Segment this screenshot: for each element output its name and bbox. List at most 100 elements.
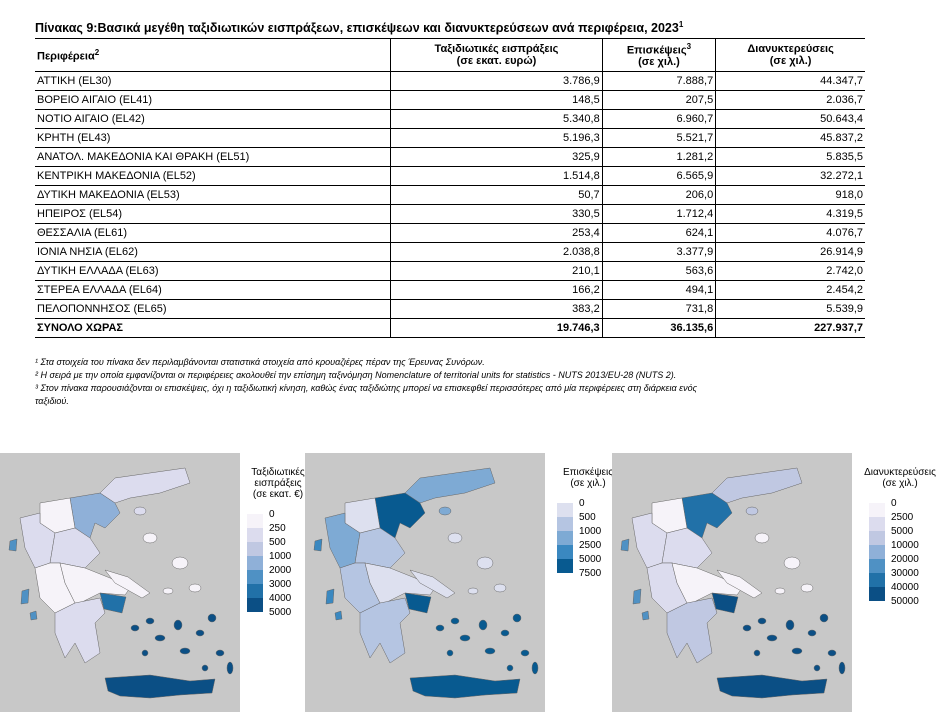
cell: 7.888,7 [601,71,716,91]
cell: 5.539,9 [715,299,865,319]
row: ΑΝΑΤΟΛ. ΜΑΚΕΔΟΝΙΑ ΚΑΙ ΘΡΑΚΗ (EL51) 325,9 1… [35,147,865,167]
cell: 5.521,7 [601,128,716,148]
region [54,597,106,664]
footnotes: ¹ Στα στοιχεία του πίνακα δεν περιλαμβάν… [35,356,697,408]
cell: 494,1 [601,280,716,300]
legend-swatch [557,545,573,559]
cell: 918,0 [715,185,865,205]
region [711,467,803,516]
legend-label: 20000 [891,554,919,565]
region [404,592,432,614]
legend-label: 30000 [891,568,919,579]
cell: 253,4 [390,223,603,243]
cell: 1.514,8 [390,166,603,186]
region [716,674,828,699]
title-sup: 1 [678,20,684,29]
cell: 325,9 [390,147,603,167]
region [742,613,846,675]
map [620,467,846,699]
region [404,467,496,516]
cell: 2.742,0 [715,261,865,281]
region [8,538,38,621]
row: ΚΕΝΤΡΙΚΗ ΜΑΚΕΔΟΝΙΑ (EL52) 1.514,8 6.565,9 3… [35,166,865,186]
cell: 2.036,7 [715,90,865,110]
cell: 206,0 [601,185,716,205]
legend-swatch [869,545,885,559]
cell: 2.038,8 [390,242,603,262]
cell: ΚΡΗΤΗ (EL43) [35,128,391,148]
cell: ΝΟΤΙΟ ΑΙΓΑΙΟ (EL42) [35,109,391,129]
cell: 6.565,9 [601,166,716,186]
region [130,613,234,675]
cell: 624,1 [601,223,716,243]
cell: 5.340,8 [390,109,603,129]
cell: ΔΥΤΙΚΗ ΕΛΛΑΔΑ (EL63) [35,261,391,281]
legend-label: 0 [269,509,275,520]
row: ΠΕΛΟΠΟΝΝΗΣΟΣ (EL65) 383,2 731,8 5.539,9 [35,299,865,319]
cell: ΙΟΝΙΑ ΝΗΣΙΑ (EL62) [35,242,391,262]
legend-swatch [557,559,573,573]
legend-title: Ταξιδιωτικές [251,466,305,478]
row: ΙΟΝΙΑ ΝΗΣΙΑ (EL62) 2.038,8 3.377,9 26.914,9 [35,242,865,262]
cell: 210,1 [390,261,603,281]
legend-swatch [247,598,263,612]
cell: 2.454,2 [715,280,865,300]
cell: 4.076,7 [715,223,865,243]
header-cell: Περιφέρεια2 [35,38,391,72]
cell: 3.786,9 [390,71,603,91]
legend-title: Διανυκτερεύσεις [864,466,936,478]
cell: 36.135,6 [601,318,716,338]
footnote: ³ Στον πίνακα παρουσιάζονται οι επισκέψε… [35,383,697,393]
region [754,532,814,595]
region [142,532,202,595]
legend-swatch [869,587,885,601]
cell: 207,5 [601,90,716,110]
legend-label: 2500 [891,512,914,523]
header-text: (σε χιλ.) [769,55,812,67]
region [313,538,343,621]
legend-swatch [557,531,573,545]
cell: ΣΥΝΟΛΟ ΧΩΡΑΣ [35,318,391,338]
legend-swatch [869,517,885,531]
cell: ΣΤΕΡΕΑ ΕΛΛΑΔΑ (EL64) [35,280,391,300]
legend-swatch [869,573,885,587]
cell: ΑΤΤΙΚΗ (EL30) [35,71,391,91]
cell: 166,2 [390,280,603,300]
legend-label: 4000 [269,593,292,604]
cell: 3.377,9 [601,242,716,262]
legend-swatch [247,584,263,598]
legend-label: 1000 [579,526,602,537]
row: ΔΥΤΙΚΗ ΕΛΛΑΔΑ (EL63) 210,1 563,6 2.742,0 [35,261,865,281]
legend-label: 0 [579,498,585,509]
cell: 383,2 [390,299,603,319]
cell: ΒΟΡΕΙΟ ΑΙΓΑΙΟ (EL41) [35,90,391,110]
legend-label: 5000 [269,607,292,618]
map [8,467,234,699]
cell: 6.960,7 [601,109,716,129]
cell: 45.837,2 [715,128,865,148]
cell: 1.281,2 [601,147,716,167]
cell: 731,8 [601,299,716,319]
cell: 50,7 [390,185,603,205]
row: ΚΡΗΤΗ (EL43) 5.196,3 5.521,7 45.837,2 [35,128,865,148]
legend-swatch [247,556,263,570]
cell: ΠΕΛΟΠΟΝΝΗΣΟΣ (EL65) [35,299,391,319]
legend-swatch [247,542,263,556]
cell: ΔΥΤΙΚΗ ΜΑΚΕΔΟΝΙΑ (EL53) [35,185,391,205]
row: ΗΠΕΙΡΟΣ (EL54) 330,5 1.712,4 4.319,5 [35,204,865,224]
cell: 330,5 [390,204,603,224]
footnote: ταξιδιού. [35,396,69,406]
region [359,597,411,664]
legend-swatch [869,503,885,517]
legend-label: 50000 [891,596,919,607]
legend-label: 2000 [269,565,292,576]
legend-label: 500 [269,537,286,548]
region [435,613,539,675]
region [104,674,216,699]
legend-title: (σε εκατ. €) [253,489,303,500]
cell: 5.835,5 [715,147,865,167]
legend-label: 1000 [269,551,292,562]
cell: 1.712,4 [601,204,716,224]
row: ΣΤΕΡΕΑ ΕΛΛΑΔΑ (EL64) 166,2 494,1 2.454,2 [35,280,865,300]
